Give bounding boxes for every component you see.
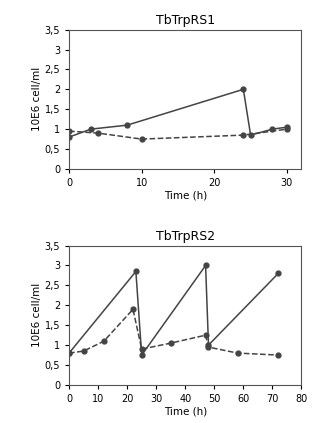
Y-axis label: 10E6 cell/ml: 10E6 cell/ml: [32, 67, 42, 132]
Y-axis label: 10E6 cell/ml: 10E6 cell/ml: [32, 283, 42, 347]
X-axis label: Time (h): Time (h): [164, 407, 207, 417]
X-axis label: Time (h): Time (h): [164, 191, 207, 201]
Title: TbTrpRS1: TbTrpRS1: [156, 14, 215, 27]
Title: TbTrpRS2: TbTrpRS2: [156, 230, 215, 243]
